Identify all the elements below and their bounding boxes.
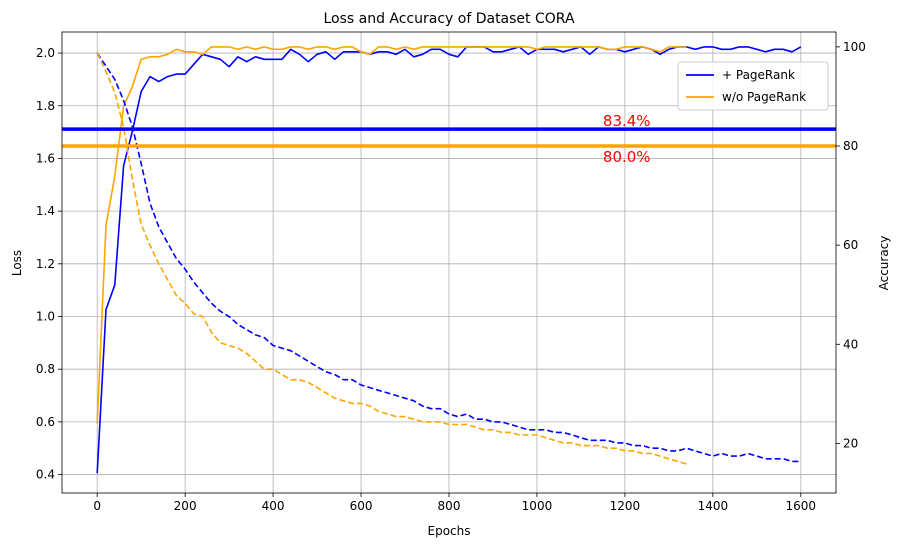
reference-annotations: 83.4% 80.0% xyxy=(603,112,651,166)
y-left-tick-label: 0.6 xyxy=(36,415,55,429)
x-tick-label: 600 xyxy=(350,499,373,513)
series-lines xyxy=(96,46,802,474)
y-left-tick-label: 1.8 xyxy=(36,99,55,113)
x-axis-label: Epochs xyxy=(428,524,471,538)
y-left-tick-label: 0.8 xyxy=(36,362,55,376)
reference-lines xyxy=(62,127,836,148)
y-right-tick-label: 80 xyxy=(843,139,858,153)
y-left-tick-label: 1.6 xyxy=(36,151,55,165)
x-tick-label: 200 xyxy=(174,499,197,513)
axis-ticks: 0 200 400 600 800 1000 1200 1400 1600 0.4 0.6 0.8 1.… xyxy=(36,40,866,513)
series-line-accuracy-1 xyxy=(96,46,687,424)
x-tick-label: 0 xyxy=(93,499,101,513)
y-left-tick-label: 1.0 xyxy=(36,310,55,324)
y-left-tick-label: 0.4 xyxy=(36,468,55,482)
y-right-tick-label: 40 xyxy=(843,337,858,351)
legend: + PageRank w/o PageRank xyxy=(677,61,829,111)
x-tick-label: 1600 xyxy=(786,499,817,513)
y-axis-label-right: Accuracy xyxy=(877,236,891,291)
y-right-tick-label: 20 xyxy=(843,436,858,450)
series-line-loss-2 xyxy=(96,52,801,463)
legend-box xyxy=(677,61,829,111)
y-right-tick-label: 100 xyxy=(843,40,866,54)
y-left-tick-label: 1.2 xyxy=(36,257,55,271)
chart-title: Loss and Accuracy of Dataset CORA xyxy=(323,11,574,27)
reference-label-0: 83.4% xyxy=(603,112,651,130)
series-line-loss-3 xyxy=(96,52,687,465)
y-left-tick-label: 1.4 xyxy=(36,204,55,218)
x-tick-label: 1200 xyxy=(610,499,641,513)
legend-label-0: + PageRank xyxy=(722,68,795,82)
legend-label-1: w/o PageRank xyxy=(722,90,806,104)
y-axis-label-left: Loss xyxy=(10,250,24,276)
y-right-tick-label: 60 xyxy=(843,238,858,252)
y-left-tick-label: 2.0 xyxy=(36,46,55,60)
x-tick-label: 1000 xyxy=(522,499,553,513)
x-tick-label: 800 xyxy=(438,499,461,513)
x-tick-label: 1400 xyxy=(698,499,729,513)
reference-label-1: 80.0% xyxy=(603,148,651,166)
x-tick-label: 400 xyxy=(262,499,285,513)
